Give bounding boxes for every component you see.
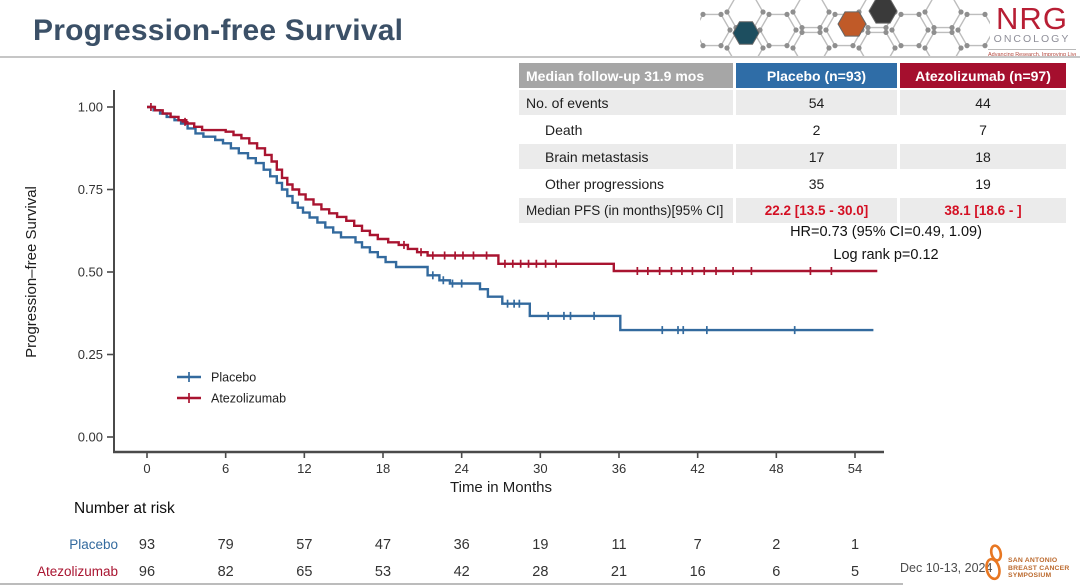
stats-header-atezolizumab: Atezolizumab (n=97) [900, 63, 1066, 88]
stats-header-followup: Median follow-up 31.9 mos [519, 63, 733, 88]
table-row: No. of events 54 44 [519, 90, 1066, 115]
nrg-hexagon-art [700, 0, 990, 58]
y-tick-label: 0.00 [78, 430, 103, 445]
y-tick-label: 0.75 [78, 182, 103, 197]
risk-value: 21 [610, 564, 628, 580]
x-tick-label: 36 [612, 461, 626, 476]
legend-label: Atezolizumab [211, 392, 286, 406]
stats-table: Median follow-up 31.9 mos Placebo (n=93)… [516, 61, 1069, 225]
nrg-logo-rule [988, 49, 1076, 50]
title-divider [0, 56, 1080, 58]
x-tick-label: 42 [690, 461, 704, 476]
risk-row-label: Atezolizumab [36, 564, 118, 579]
y-tick-label: 0.50 [78, 265, 103, 280]
risk-value: 19 [532, 537, 549, 553]
risk-value: 5 [850, 564, 860, 580]
bottom-divider [0, 583, 903, 585]
page-title: Progression-free Survival [33, 14, 404, 47]
risk-value: 93 [138, 537, 156, 553]
x-tick-label: 24 [454, 461, 468, 476]
km-curve-placebo [147, 105, 874, 332]
km-plot: 0.00 0.25 0.50 0.75 1.00 0 6 12 18 24 30 36 42 48 54 Ti… [23, 90, 884, 496]
km-curve-atezolizumab [147, 105, 878, 273]
risk-value: 47 [374, 537, 392, 553]
x-axis-label: Time in Months [450, 479, 552, 496]
legend-label: Placebo [211, 371, 256, 385]
y-tick-label: 0.25 [78, 347, 103, 362]
table-row: Death 2 7 [545, 121, 987, 138]
risk-value: 11 [611, 537, 627, 553]
number-at-risk-title: Number at risk [74, 500, 175, 517]
x-tick-label: 48 [769, 461, 783, 476]
x-tick-label: 6 [222, 461, 229, 476]
table-row: Other progressions 35 19 [545, 175, 991, 192]
risk-row-label: Placebo [69, 537, 118, 552]
nrg-oncology-logo: NRG ONCOLOGY Advancing Research. Improvi… [988, 1, 1076, 58]
risk-value: 28 [532, 564, 549, 580]
risk-value: 36 [453, 537, 470, 553]
risk-value: 1 [850, 537, 860, 553]
risk-value: 42 [453, 564, 470, 580]
risk-value: 79 [217, 537, 234, 553]
risk-value: 2 [772, 537, 781, 553]
stats-header-row: Median follow-up 31.9 mos Placebo (n=93)… [519, 63, 1066, 88]
risk-value: 53 [374, 564, 392, 580]
nrg-logo-tagline: Advancing Research. Improving Lives. [988, 52, 1076, 58]
nrg-logo-text: NRG [996, 1, 1068, 36]
x-tick-label: 12 [297, 461, 311, 476]
sabcs-logo: SAN ANTONIO BREAST CANCER SYMPOSIUM [983, 543, 1070, 583]
conference-date: Dec 10-13, 2024 [900, 561, 993, 575]
x-tick-label: 30 [533, 461, 547, 476]
risk-value: 96 [138, 564, 156, 580]
y-axis-label: Progression–free Survival [23, 186, 40, 358]
risk-value: 65 [296, 564, 313, 580]
x-tick-label: 0 [143, 461, 150, 476]
y-tick-label: 1.00 [78, 100, 103, 115]
sabcs-ribbon-icon [985, 544, 1003, 581]
risk-value: 7 [693, 537, 702, 553]
table-row: Brain metastasis 17 18 [519, 144, 1066, 169]
logrank-note: Log rank p=0.12 [833, 247, 939, 263]
x-tick-label: 54 [848, 461, 862, 476]
stats-header-placebo: Placebo (n=93) [736, 63, 897, 88]
table-row-median-pfs: Median PFS (in months)[95% CI] 22.2 [13.… [519, 198, 1066, 223]
risk-value: 6 [772, 564, 781, 580]
risk-value: 16 [689, 564, 706, 580]
risk-value: 82 [217, 564, 234, 580]
hazard-ratio-note: HR=0.73 (95% CI=0.49, 1.09) [790, 224, 982, 240]
sabcs-logo-text: SAN ANTONIO BREAST CANCER SYMPOSIUM [1008, 557, 1070, 580]
risk-value: 57 [296, 537, 313, 553]
nrg-logo-subtext: ONCOLOGY [993, 33, 1071, 45]
x-tick-label: 18 [376, 461, 390, 476]
